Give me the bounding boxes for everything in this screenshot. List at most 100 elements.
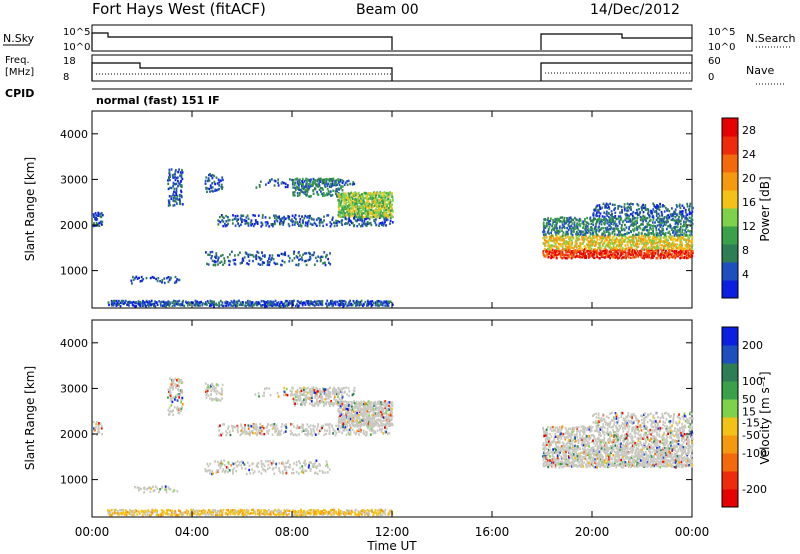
heatmap-cell (670, 214, 673, 218)
heatmap-cell (174, 197, 177, 200)
heatmap-cell (556, 241, 558, 244)
heatmap-cell (665, 254, 668, 257)
heatmap-cell (691, 247, 693, 250)
heatmap-cell (549, 219, 552, 223)
heatmap-cell (325, 302, 327, 305)
heatmap-cell (543, 218, 546, 221)
heatmap-cell (553, 228, 555, 231)
heatmap-cell (142, 299, 144, 303)
heatmap-cell (570, 229, 573, 232)
heatmap-cell (614, 249, 617, 252)
heatmap-cell (180, 176, 183, 179)
heatmap-cell (356, 302, 359, 305)
heatmap-cell (346, 196, 349, 199)
heatmap-cell (344, 196, 346, 199)
heatmap-cell (571, 241, 573, 245)
heatmap-cell (295, 426, 298, 430)
freq-panel: Freq. [MHz] 18 8 60 0 Nave (5, 54, 786, 85)
heatmap-cell (178, 513, 180, 517)
heatmap-cell (630, 253, 632, 256)
heatmap-cell (623, 233, 625, 236)
heatmap-cell (598, 215, 601, 218)
heatmap-cell (589, 243, 592, 246)
heatmap-cell (615, 237, 618, 241)
heatmap-cell (655, 226, 658, 229)
heatmap-cell (357, 218, 359, 222)
heatmap-cell (365, 212, 368, 215)
heatmap-cell (100, 222, 102, 225)
heatmap-cell (324, 511, 327, 515)
heatmap-cell (319, 510, 322, 513)
heatmap-cell (264, 512, 266, 516)
heatmap-cell (673, 210, 676, 213)
heatmap-cell (636, 242, 639, 245)
heatmap-cell (285, 303, 288, 306)
heatmap-cell (329, 263, 332, 266)
heatmap-cell (323, 178, 326, 181)
heatmap-cell (299, 188, 302, 192)
heatmap-cell (353, 224, 356, 227)
heatmap-cell (261, 222, 264, 225)
heatmap-cell (268, 254, 271, 257)
heatmap-cell (341, 192, 343, 196)
heatmap-cell (391, 203, 393, 206)
heatmap-cell (645, 225, 647, 228)
heatmap-cell (670, 243, 673, 247)
heatmap-cell (99, 422, 102, 425)
heatmap-cell (279, 511, 282, 515)
heatmap-cell (92, 213, 95, 216)
heatmap-cell (550, 239, 552, 242)
heatmap-cell (335, 179, 338, 182)
heatmap-cell (363, 200, 365, 204)
heatmap-cell (691, 251, 694, 255)
heatmap-cell (356, 421, 358, 424)
heatmap-cell (247, 255, 250, 258)
heatmap-cell (543, 255, 546, 258)
heatmap-cell (174, 302, 176, 305)
heatmap-cell (604, 237, 607, 240)
heatmap-cell (555, 233, 557, 236)
heatmap-cell (274, 426, 277, 429)
heatmap-cell (298, 254, 301, 257)
heatmap-cell (650, 232, 653, 235)
heatmap-cell (292, 220, 295, 223)
heatmap-cell (220, 304, 223, 307)
heatmap-cell (555, 247, 558, 250)
heatmap-cell (380, 430, 383, 433)
heatmap-cell (637, 204, 640, 207)
heatmap-cell (311, 392, 313, 396)
heatmap-cell (564, 233, 567, 236)
heatmap-cell (278, 254, 280, 257)
heatmap-cell (625, 226, 628, 229)
heatmap-cell (351, 393, 354, 397)
heatmap-cell (119, 509, 121, 512)
heatmap-cell (218, 184, 221, 187)
heatmap-cell (331, 299, 333, 303)
heatmap-cell (381, 192, 384, 195)
heatmap-cell (215, 252, 218, 255)
heatmap-cell (178, 412, 181, 415)
heatmap-cell (304, 214, 307, 218)
heatmap-cell (674, 212, 677, 216)
heatmap-cell (574, 216, 576, 220)
heatmap-cell (118, 299, 120, 303)
heatmap-cell (306, 512, 308, 515)
heatmap-cell (97, 223, 99, 226)
heatmap-cell (208, 304, 211, 307)
heatmap-cell (686, 242, 688, 246)
heatmap-cell (351, 211, 354, 214)
heatmap-cell (577, 237, 580, 240)
heatmap-cell (342, 204, 345, 208)
heatmap-cell (280, 252, 283, 256)
heatmap-cell (274, 427, 276, 430)
heatmap-cell (174, 178, 177, 182)
heatmap-cell (672, 212, 675, 215)
heatmap-cell (338, 188, 341, 191)
heatmap-cell (278, 216, 280, 220)
heatmap-cell (381, 509, 384, 512)
heatmap-cell (268, 216, 271, 219)
heatmap-cell (294, 433, 297, 436)
heatmap-cell (366, 302, 369, 306)
heatmap-cell (298, 251, 300, 254)
heatmap-cell (383, 198, 386, 202)
